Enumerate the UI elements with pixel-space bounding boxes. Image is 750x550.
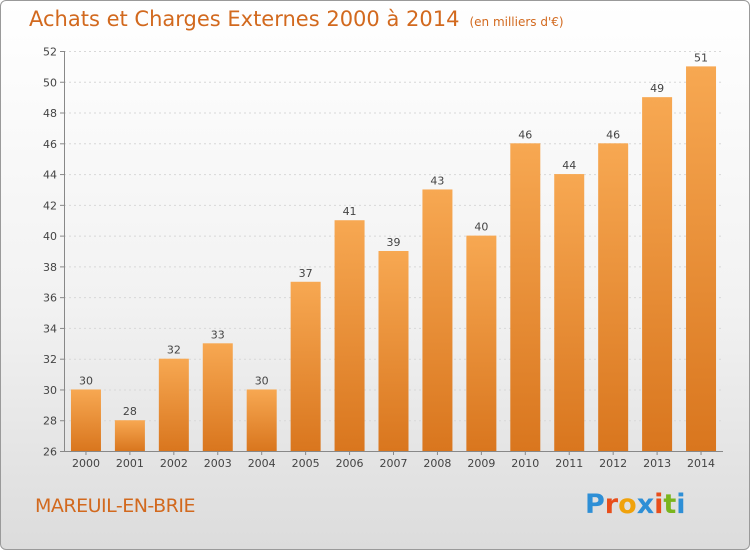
x-tick-label-2005: 2005 xyxy=(292,457,320,470)
value-label-2008: 43 xyxy=(430,174,444,187)
bar-2008 xyxy=(422,189,453,451)
bar-2012 xyxy=(598,143,629,452)
y-tick-label: 34 xyxy=(43,322,57,335)
value-label-2010: 46 xyxy=(518,128,532,141)
x-tick-label-2001: 2001 xyxy=(116,457,144,470)
value-label-2012: 46 xyxy=(606,128,620,141)
x-tick-label-2013: 2013 xyxy=(643,457,671,470)
y-tick-label: 40 xyxy=(43,230,57,243)
x-tick-label-2014: 2014 xyxy=(687,457,715,470)
y-tick-label: 42 xyxy=(43,199,57,212)
bar-2014 xyxy=(686,66,717,451)
bar-2007 xyxy=(378,251,409,451)
bar-2013 xyxy=(642,97,673,452)
y-tick-label: 50 xyxy=(43,76,57,89)
value-label-2007: 39 xyxy=(387,236,401,249)
value-label-2006: 41 xyxy=(343,205,357,218)
bar-2000 xyxy=(70,389,101,451)
value-label-2011: 44 xyxy=(562,159,576,172)
x-tick-label-2003: 2003 xyxy=(204,457,232,470)
value-label-2013: 49 xyxy=(650,82,664,95)
y-tick-label: 26 xyxy=(43,446,57,459)
logo-letter: t xyxy=(663,489,677,520)
x-tick-label-2009: 2009 xyxy=(467,457,495,470)
y-tick-label: 44 xyxy=(43,169,57,182)
y-tick-label: 46 xyxy=(43,138,57,151)
bar-2006 xyxy=(334,220,365,451)
bar-2009 xyxy=(466,235,497,451)
x-tick-label-2002: 2002 xyxy=(160,457,188,470)
x-tick-label-2010: 2010 xyxy=(511,457,539,470)
value-label-2003: 33 xyxy=(211,328,225,341)
y-tick-label: 36 xyxy=(43,292,57,305)
value-label-2001: 28 xyxy=(123,405,137,418)
bar-2011 xyxy=(554,174,585,452)
axis-layer: 26 28 30 32 34 36 38 40 42 44 46 48 50 52 2000 2001 2002… xyxy=(43,46,723,470)
logo-letter: i xyxy=(676,489,686,520)
bar-2002 xyxy=(158,358,189,451)
location-label: MAREUIL-EN-BRIE xyxy=(35,495,195,517)
y-tick-label: 30 xyxy=(43,384,57,397)
logo-letter: r xyxy=(604,489,619,520)
value-label-2009: 40 xyxy=(474,221,488,234)
y-tick-label: 28 xyxy=(43,415,57,428)
x-tick-label-2006: 2006 xyxy=(336,457,364,470)
bar-2005 xyxy=(290,281,321,451)
value-label-2005: 37 xyxy=(299,267,313,280)
value-label-2004: 30 xyxy=(255,374,269,387)
y-tick-label: 32 xyxy=(43,353,57,366)
bar-2003 xyxy=(202,343,233,451)
logo-letter: x xyxy=(636,489,655,520)
x-tick-label-2000: 2000 xyxy=(72,457,100,470)
x-tick-label-2011: 2011 xyxy=(555,457,583,470)
logo-letter: P xyxy=(585,489,605,520)
y-tick-label: 52 xyxy=(43,46,57,59)
bar-2004 xyxy=(246,389,277,451)
chart-title: Achats et Charges Externes 2000 à 2014 xyxy=(29,7,460,31)
logo-letter: o xyxy=(618,489,637,520)
x-tick-label-2012: 2012 xyxy=(599,457,627,470)
label-layer: 30 28 32 33 30 37 41 39 43 40 46 44 46 49 51 xyxy=(79,51,708,418)
y-tick-label: 48 xyxy=(43,107,57,120)
bar-2001 xyxy=(114,420,145,451)
x-tick-label-2007: 2007 xyxy=(380,457,408,470)
value-label-2014: 51 xyxy=(694,51,708,64)
y-tick-label: 38 xyxy=(43,261,57,274)
bar-layer xyxy=(70,66,717,452)
proxiti-logo: Proxiti xyxy=(585,489,686,520)
value-label-2002: 32 xyxy=(167,344,181,357)
x-tick-label-2004: 2004 xyxy=(248,457,276,470)
bar-2010 xyxy=(510,143,541,452)
value-label-2000: 30 xyxy=(79,374,93,387)
logo-letter: i xyxy=(654,489,664,520)
x-tick-label-2008: 2008 xyxy=(423,457,451,470)
chart-subtitle: (en milliers d'€) xyxy=(469,15,564,29)
title-line: Achats et Charges Externes 2000 à 2014 (e… xyxy=(29,7,564,31)
